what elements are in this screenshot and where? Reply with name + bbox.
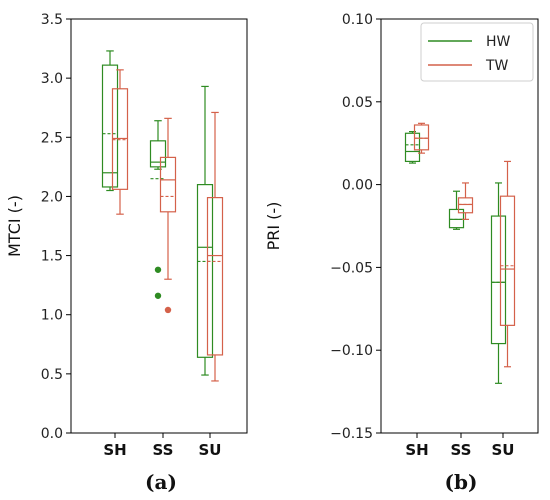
- y-tick-label: 3.0: [41, 71, 63, 87]
- boxes-b: [404, 122, 516, 384]
- outlier-point: [154, 266, 162, 273]
- outlier-point: [164, 306, 172, 314]
- legend-label-hw: HW: [486, 34, 511, 50]
- y-ticks-b: −0.15 −0.10 −0.05 0.00 0.05 0.10: [330, 12, 381, 442]
- panel-label-a: (a): [145, 470, 177, 494]
- box-iqr: [499, 195, 516, 326]
- box-iqr: [490, 215, 507, 345]
- box-iqr: [448, 208, 465, 229]
- y-tick-label: −0.15: [330, 426, 373, 442]
- box-hw-ss: [448, 190, 465, 230]
- plot-area-a: [70, 18, 248, 434]
- y-axis-title-b: PRI (-): [264, 202, 283, 251]
- y-tick-label: 0.0: [41, 426, 63, 442]
- box-iqr: [413, 124, 430, 151]
- x-tick-label: SU: [492, 441, 515, 459]
- box-tw-sh: [111, 69, 129, 215]
- legend: HW TW: [420, 22, 534, 82]
- panel-b: −0.15 −0.10 −0.05 0.00 0.05 0.10 SH SS SU PRI (…: [264, 12, 539, 494]
- x-tick-label: SS: [451, 441, 472, 459]
- y-tick-label: 0.05: [342, 95, 373, 111]
- y-tick-label: 2.0: [41, 189, 63, 205]
- x-tick-label: SH: [405, 441, 428, 459]
- x-tick-label: SH: [103, 441, 126, 459]
- box-hw-su: [490, 182, 507, 384]
- box-hw-ss: [149, 120, 167, 299]
- box-hw-su: [196, 85, 214, 376]
- box-tw-su: [206, 111, 224, 382]
- box-tw-ss: [159, 117, 177, 314]
- box-iqr: [101, 64, 119, 188]
- box-tw-su: [499, 160, 516, 368]
- legend-label-tw: TW: [485, 58, 509, 74]
- box-iqr: [206, 197, 224, 356]
- y-tick-label: 0.5: [41, 367, 63, 383]
- panel-a: 0.0 0.5 1.0 1.5 2.0 2.5 3.0 3.5 SH SS SU MTCI (-)…: [5, 12, 248, 494]
- legend-frame: [420, 22, 534, 82]
- y-axis-title-a: MTCI (-): [5, 195, 24, 257]
- y-tick-label: 1.5: [41, 249, 63, 265]
- y-tick-label: 0.10: [342, 12, 373, 28]
- box-tw-sh: [413, 122, 430, 154]
- y-tick-label: 3.5: [41, 12, 63, 28]
- y-ticks-a: 0.0 0.5 1.0 1.5 2.0 2.5 3.0 3.5: [41, 12, 71, 442]
- box-hw-sh: [101, 50, 119, 192]
- boxes-a: [101, 50, 224, 382]
- box-iqr: [457, 197, 474, 214]
- y-tick-label: 2.5: [41, 130, 63, 146]
- y-tick-label: −0.05: [330, 260, 373, 276]
- category-labels-b: SH SS SU: [405, 433, 514, 459]
- category-labels-a: SH SS SU: [103, 433, 221, 459]
- box-hw-sh: [404, 131, 421, 164]
- outlier-point: [154, 292, 162, 299]
- box-iqr: [149, 140, 167, 168]
- panel-label-b: (b): [445, 470, 478, 494]
- x-tick-label: SU: [199, 441, 222, 459]
- y-tick-label: 0.00: [342, 178, 373, 194]
- x-tick-label: SS: [153, 441, 174, 459]
- box-tw-ss: [457, 182, 474, 220]
- box-iqr: [404, 132, 421, 163]
- y-tick-label: 1.0: [41, 308, 63, 324]
- box-iqr: [196, 184, 214, 358]
- box-iqr: [159, 156, 177, 213]
- plot-area-b: [380, 18, 539, 434]
- y-tick-label: −0.10: [330, 343, 373, 359]
